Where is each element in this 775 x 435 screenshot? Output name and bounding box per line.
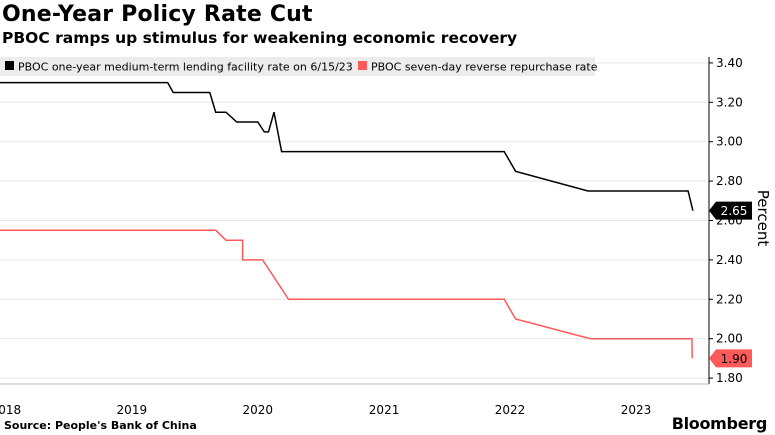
series-lines: [0, 81, 694, 359]
last-value-tag: [709, 349, 752, 368]
x-tick-label: 2021: [369, 403, 400, 417]
chart-subtitle: PBOC ramps up stimulus for weakening eco…: [2, 29, 518, 47]
y-tick-label: 1.80: [716, 371, 743, 385]
last-value-label: 2.65: [721, 204, 748, 218]
y-axis-label: Percent: [754, 190, 772, 247]
bloomberg-logo: Bloomberg: [671, 414, 768, 433]
x-tick-label: 2020: [243, 403, 274, 417]
x-tick-label: 2018: [0, 403, 21, 417]
last-value-label: 1.90: [721, 352, 748, 366]
legend-label-reverse-repo: PBOC seven-day reverse repurchase rate: [371, 61, 598, 74]
x-tick-label: 2022: [495, 403, 526, 417]
legend-swatch-mlf: [5, 61, 14, 70]
y-tick-label: 2.80: [716, 174, 743, 188]
y-tick-label: 3.40: [716, 56, 743, 70]
y-tick-label: 3.00: [716, 135, 743, 149]
y-tick-label: 2.00: [716, 332, 743, 346]
source-note: Source: People's Bank of China: [4, 419, 197, 432]
legend-background: [0, 57, 595, 76]
y-tick-label: 3.20: [716, 95, 743, 109]
x-axis: 2018 2019 2020 2021 2022 2023: [0, 403, 651, 417]
chart-title: One-Year Policy Rate Cut: [2, 2, 313, 27]
y-axis: 3.403.203.002.802.602.402.202.001.80: [709, 56, 743, 385]
y-tick-label: 2.20: [716, 292, 743, 306]
y-tick-label: 2.40: [716, 253, 743, 267]
legend-swatch-reverse-repo: [358, 61, 367, 70]
x-tick-label: 2023: [621, 403, 652, 417]
legend: PBOC one-year medium-term lending facili…: [0, 57, 598, 76]
last-value-tag: [709, 201, 752, 220]
gridlines: [0, 62, 709, 379]
series-line-reverse-repo: [0, 229, 693, 359]
series-line-mlf: [0, 81, 694, 211]
last-value-labels: 2.65 1.90: [709, 201, 752, 368]
legend-label-mlf: PBOC one-year medium-term lending facili…: [18, 61, 353, 74]
x-tick-label: 2019: [117, 403, 148, 417]
